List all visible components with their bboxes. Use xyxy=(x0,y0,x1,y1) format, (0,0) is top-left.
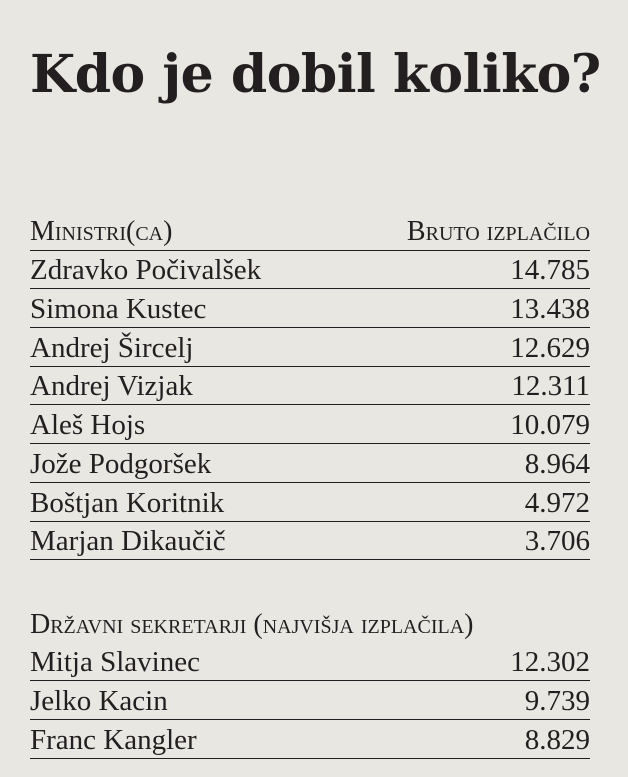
table-row: Boštjan Koritnik 4.972 xyxy=(30,483,590,522)
row-name: Marjan Dikaučič xyxy=(30,525,226,558)
table-row: Andrej Vizjak 12.311 xyxy=(30,367,590,406)
ministers-table: Ministri(ca) Bruto izplačilo Zdravko Poč… xyxy=(30,212,590,561)
row-name: Aleš Hojs xyxy=(30,409,146,442)
header-name: Državni sekretarji (najvišja izplačila) xyxy=(30,608,474,640)
row-name: Franc Kangler xyxy=(30,723,197,756)
row-name: Jelko Kacin xyxy=(30,685,168,718)
row-value: 12.302 xyxy=(510,646,590,679)
table-row: Andrej Šircelj 12.629 xyxy=(30,328,590,367)
row-value: 4.972 xyxy=(524,486,590,519)
row-value: 14.785 xyxy=(510,254,590,287)
row-name: Boštjan Koritnik xyxy=(30,486,225,519)
secretaries-header: Državni sekretarji (najvišja izplačila) xyxy=(30,604,590,643)
table-row: Marjan Dikaučič 3.706 xyxy=(30,522,590,561)
table-row: Franc Kangler 8.829 xyxy=(30,720,590,759)
page-title: Kdo je dobil koliko? xyxy=(30,44,601,105)
row-value: 10.079 xyxy=(510,409,590,442)
row-name: Mitja Slavinec xyxy=(30,646,200,679)
ministers-header: Ministri(ca) Bruto izplačilo xyxy=(30,212,590,251)
table-row: Aleš Hojs 10.079 xyxy=(30,405,590,445)
table-row: Jože Podgoršek 8.964 xyxy=(30,444,590,483)
row-value: 8.964 xyxy=(524,447,590,480)
row-value: 12.629 xyxy=(510,331,590,364)
row-name: Andrej Šircelj xyxy=(30,331,194,364)
row-value: 12.311 xyxy=(511,370,590,403)
row-name: Andrej Vizjak xyxy=(30,370,193,403)
table-row: Mitja Slavinec 12.302 xyxy=(30,643,590,682)
table-row: Zdravko Počivalšek 14.785 xyxy=(30,251,590,290)
row-name: Jože Podgoršek xyxy=(30,447,212,480)
header-value: Bruto izplačilo xyxy=(406,215,590,247)
table-row: Jelko Kacin 9.739 xyxy=(30,681,590,721)
table-row: Simona Kustec 13.438 xyxy=(30,289,590,329)
header-name: Ministri(ca) xyxy=(30,215,173,247)
row-name: Simona Kustec xyxy=(30,293,207,326)
row-value: 13.438 xyxy=(510,293,590,326)
row-value: 9.739 xyxy=(524,685,590,718)
secretaries-table: Državni sekretarji (najvišja izplačila) … xyxy=(30,604,590,759)
row-value: 8.829 xyxy=(524,723,590,756)
row-value: 3.706 xyxy=(524,525,590,558)
row-name: Zdravko Počivalšek xyxy=(30,254,262,287)
